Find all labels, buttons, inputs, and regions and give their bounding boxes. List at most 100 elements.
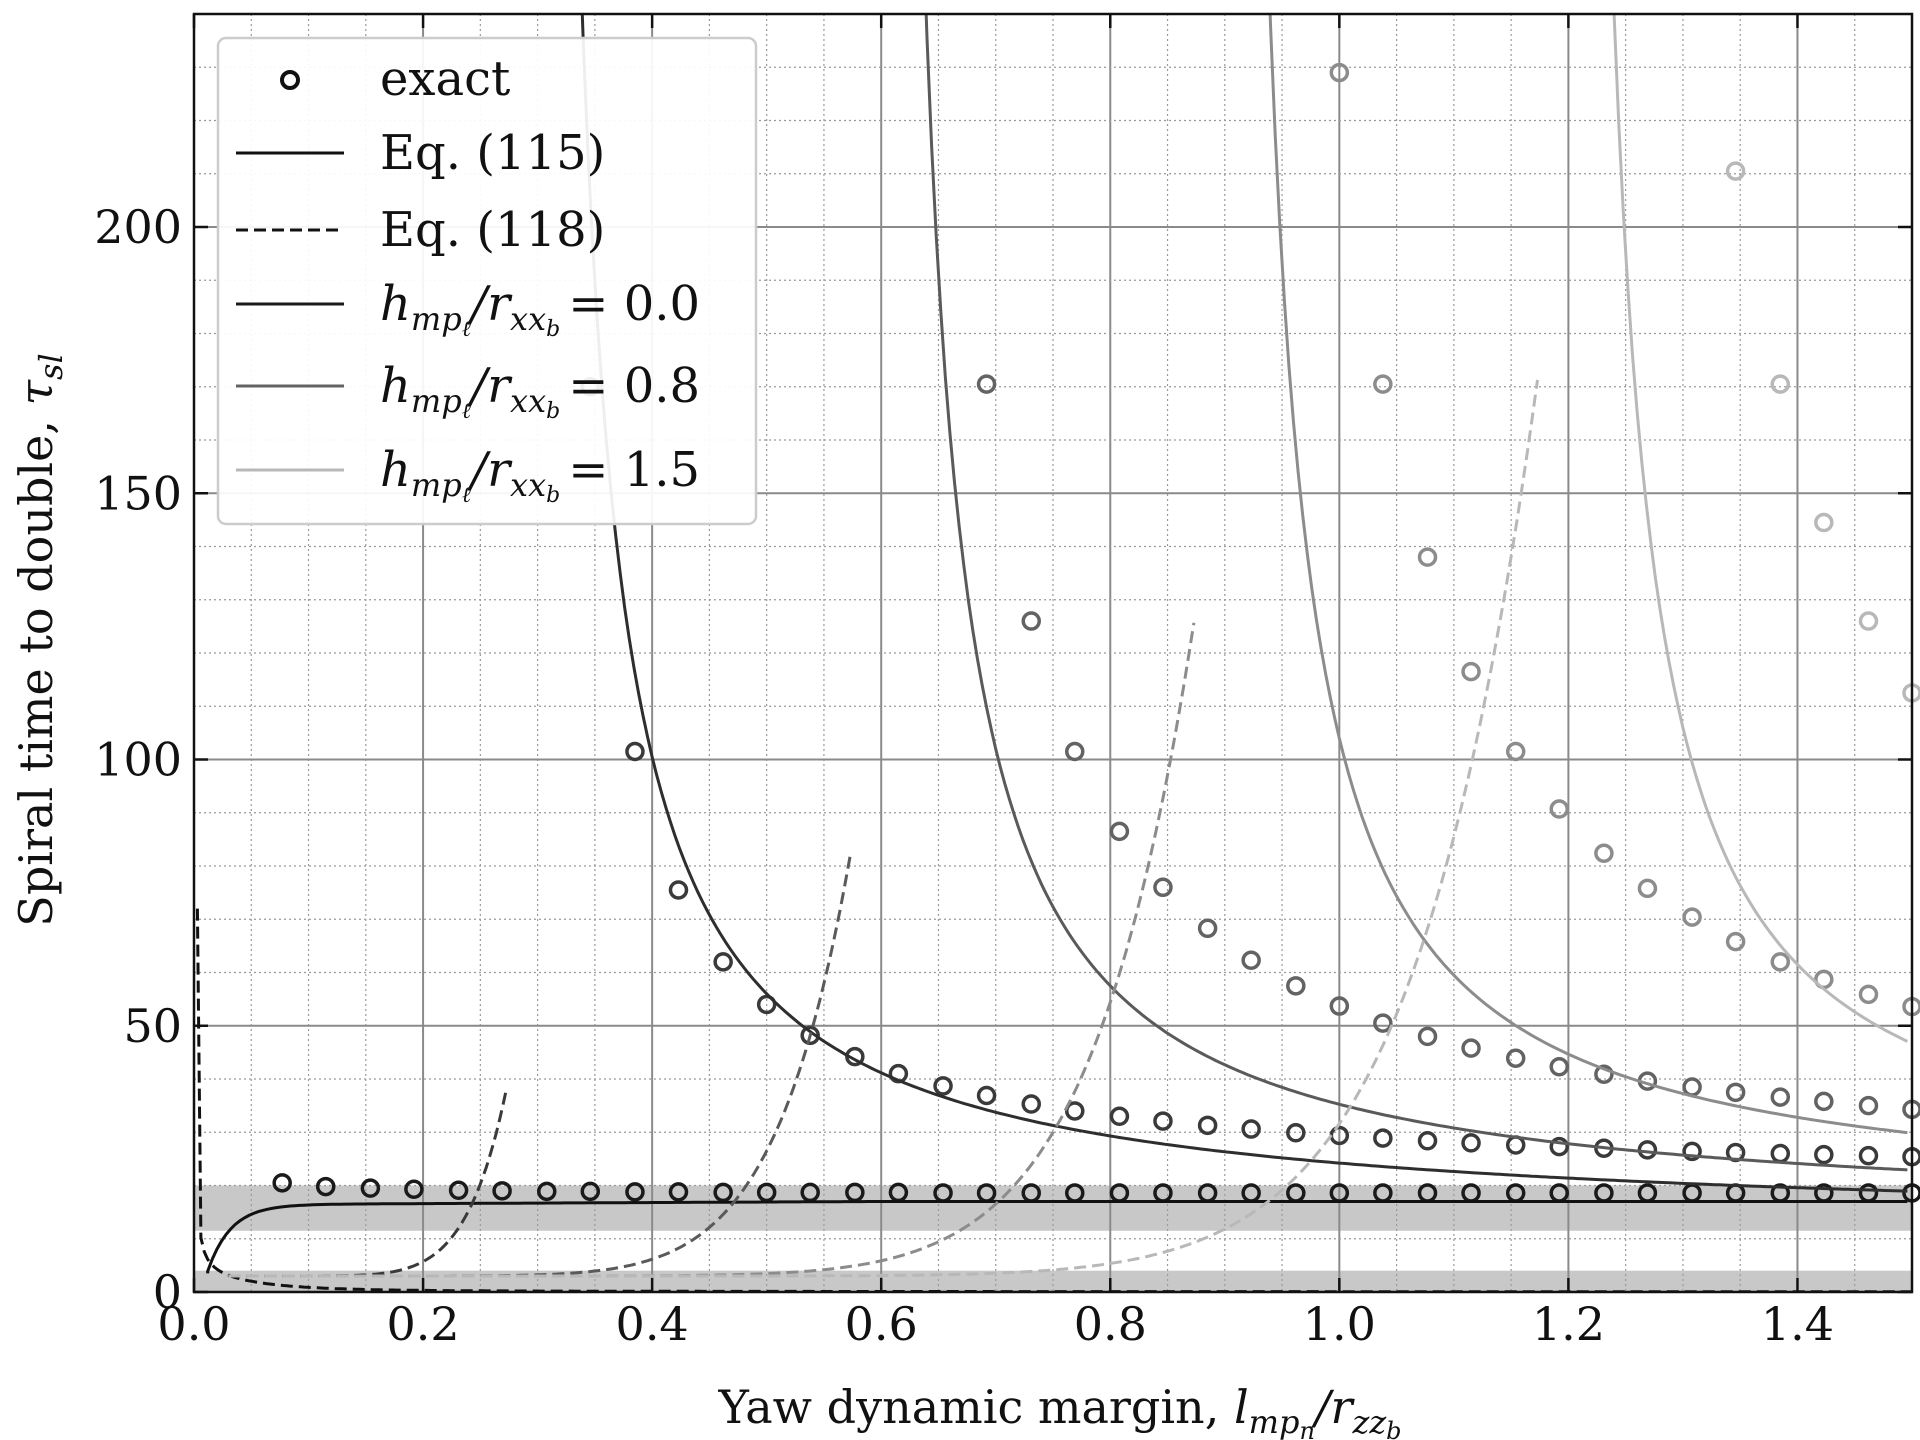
- eq115-line: [924, 14, 1908, 1172]
- y-tick-label: 150: [94, 466, 182, 520]
- exact-point: [404, 1179, 424, 1199]
- exact-point: [272, 1173, 292, 1193]
- x-tick-label: 0.4: [616, 1297, 689, 1351]
- legend-box: [216, 36, 758, 526]
- exact-point: [1065, 1101, 1085, 1121]
- x-tick-label: 1.2: [1532, 1297, 1605, 1351]
- exact-point: [1725, 1082, 1746, 1103]
- band-1: [194, 1270, 1912, 1292]
- exact-point: [1197, 1115, 1218, 1136]
- exact-point: [492, 1181, 512, 1201]
- exact-point: [1505, 1048, 1526, 1068]
- ticks: [192, 14, 1912, 1294]
- exact-point: [1858, 1095, 1879, 1116]
- legend: exact Eq. (115) Eq. (118) hmpℓ/rxxb = 0.0…: [216, 36, 758, 526]
- eq118-line: [228, 379, 1539, 1278]
- exact-point: [1286, 976, 1306, 996]
- exact-point: [976, 374, 997, 394]
- exact-point: [1241, 950, 1261, 971]
- y-tick-label: 0: [153, 1265, 182, 1319]
- exact-point: [1373, 1013, 1393, 1033]
- legend-label-h08: hmpℓ/rxxb = 0.8: [380, 358, 700, 424]
- exact-point: [360, 1178, 381, 1198]
- legend-label-h00: hmpℓ/rxxb = 0.0: [380, 276, 700, 342]
- x-tick-label: 1.0: [1303, 1297, 1376, 1351]
- eq115-line-h0: [206, 1200, 1908, 1274]
- exact-point: [1682, 1077, 1702, 1097]
- legend-entry-h08: hmpℓ/rxxb = 0.8: [236, 358, 700, 424]
- exact-point: [1417, 1026, 1438, 1047]
- exact-point: [1858, 611, 1879, 631]
- x-tick-label: 1.4: [1761, 1297, 1834, 1351]
- exact-point: [1549, 799, 1569, 819]
- band-0: [194, 1185, 1912, 1231]
- exact-point: [1682, 907, 1702, 927]
- exact-point: [1197, 918, 1218, 939]
- legend-entry-exact: exact: [280, 51, 510, 107]
- exact-point: [713, 1182, 733, 1203]
- exact-point: [1286, 1123, 1306, 1143]
- legend-entry-h00: hmpℓ/rxxb = 0.0: [236, 276, 700, 342]
- exact-point: [580, 1181, 601, 1202]
- legend-entry-eq115: Eq. (115): [236, 125, 605, 181]
- legend-marker-circle: [280, 70, 300, 90]
- x-tick-label: 0.8: [1074, 1297, 1147, 1351]
- exact-point: [1329, 996, 1350, 1016]
- legend-label-eq118: Eq. (118): [380, 202, 605, 258]
- x-tick-labels: 0.0 0.2 0.4 0.6 0.8 1.0 1.2 1.4: [157, 1297, 1834, 1351]
- exact-point: [1329, 62, 1350, 83]
- exact-point: [1814, 1144, 1834, 1165]
- y-tick-labels: 0 50 100 150 200: [94, 200, 182, 1319]
- exact-point: [756, 1182, 777, 1203]
- exact-point: [1241, 1119, 1261, 1139]
- exact-point: [1153, 877, 1173, 898]
- exact-point: [1594, 843, 1614, 863]
- y-tick-label: 200: [94, 200, 182, 254]
- x-tick-label: 0.6: [845, 1297, 918, 1351]
- exact-point: [1153, 1111, 1173, 1131]
- exact-point: [1770, 952, 1791, 972]
- exact-point: [713, 952, 733, 972]
- eq115-line: [1612, 14, 1909, 1043]
- exact-point: [668, 1182, 689, 1202]
- exact-point: [1417, 1131, 1438, 1151]
- exact-point: [1814, 1091, 1834, 1112]
- exact-point: [1505, 741, 1526, 762]
- shaded-bands: [194, 1185, 1912, 1292]
- exact-point: [1373, 1128, 1393, 1148]
- exact-point: [1549, 1136, 1569, 1157]
- exact-point: [1417, 547, 1438, 567]
- exact-point: [1461, 661, 1481, 682]
- grid: [194, 14, 1912, 1292]
- exact-point: [976, 1085, 997, 1106]
- x-tick-label: 0.2: [386, 1297, 459, 1351]
- exact-point: [1725, 931, 1746, 952]
- eq115-line: [1268, 14, 1908, 1135]
- legend-label-h15: hmpℓ/rxxb = 1.5: [380, 442, 700, 508]
- x-axis-label: Yaw dynamic margin, lmpn/rzzb: [717, 1380, 1401, 1440]
- exact-point: [1109, 821, 1130, 842]
- y-tick-label: 50: [123, 999, 182, 1053]
- exact-point: [1109, 1106, 1130, 1127]
- exact-point: [1021, 1094, 1041, 1114]
- exact-point: [1594, 1064, 1614, 1084]
- exact-point: [800, 1025, 820, 1046]
- exact-point: [933, 1076, 953, 1096]
- exact-point: [625, 741, 645, 762]
- exact-point: [1637, 878, 1658, 899]
- exact-point: [668, 880, 689, 900]
- exact-point: [1549, 1057, 1569, 1077]
- legend-entry-eq118: Eq. (118): [236, 202, 605, 258]
- exact-point: [1770, 1143, 1791, 1164]
- eq115-line: [580, 14, 1908, 1193]
- exact-point: [1770, 1087, 1791, 1107]
- y-tick-label: 100: [94, 733, 182, 787]
- x-tick-label: 0.0: [157, 1297, 230, 1351]
- exact-point: [625, 1182, 645, 1202]
- exact-point: [1814, 512, 1834, 533]
- eq118-line: [228, 622, 1196, 1278]
- exact-point: [1461, 1133, 1481, 1153]
- legend-label-exact: exact: [380, 51, 510, 107]
- legend-entry-h15: hmpℓ/rxxb = 1.5: [236, 442, 700, 508]
